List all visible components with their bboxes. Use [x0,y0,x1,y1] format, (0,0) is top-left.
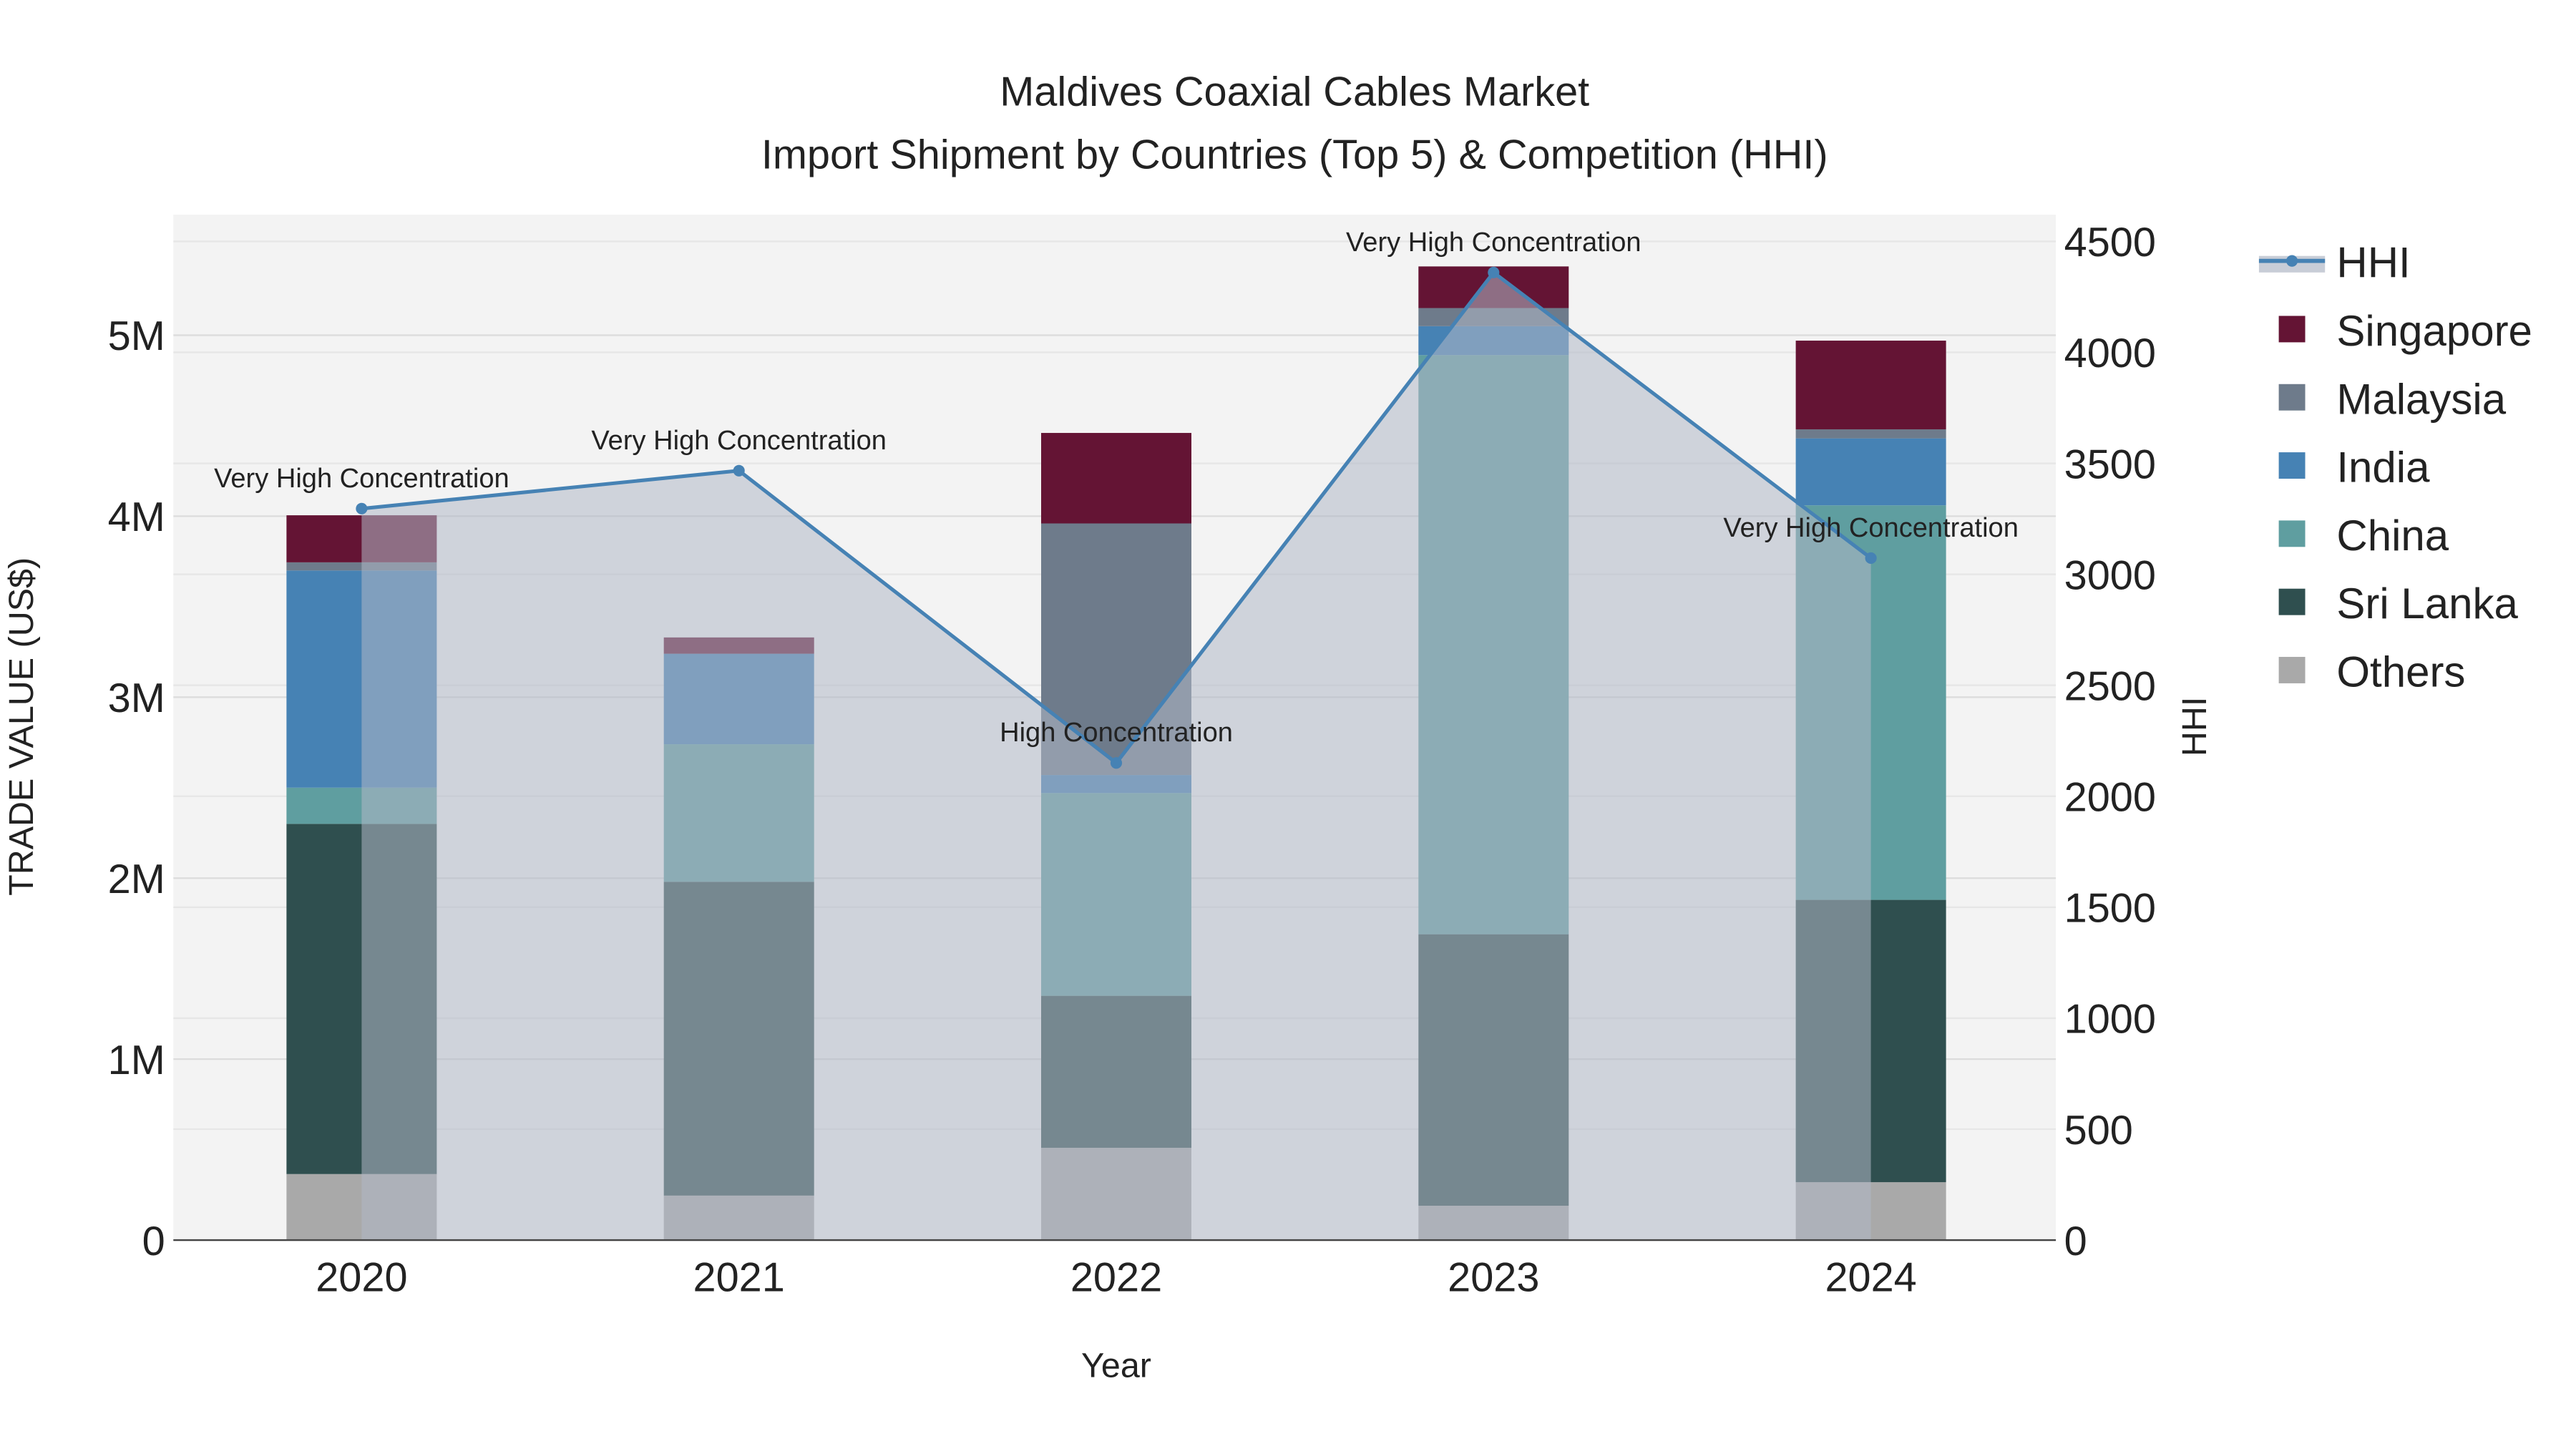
legend-label: China [2336,512,2449,560]
legend-swatch-china [2278,520,2306,547]
chart-subtitle: Import Shipment by Countries (Top 5) & C… [761,132,1828,177]
legend-hhi-marker [2286,255,2298,267]
x-axis-label: Year [1081,1347,1151,1385]
hhi-point [1488,266,1500,278]
legend-label: India [2336,444,2430,492]
legend-swatch-singapore [2278,316,2306,343]
y2-tick-label: 500 [2064,1108,2133,1153]
chart-title: Maldives Coaxial Cables Market [1000,69,1589,115]
y2-axis-label: HHI [2175,697,2214,756]
y-tick-label: 0 [142,1219,165,1264]
legend-label: Malaysia [2336,375,2506,423]
hhi-series: Very High Concentration Very High Concent… [214,228,2019,1241]
hhi-annotation: Very High Concentration [591,426,887,456]
y-tick-label: 1M [108,1038,165,1083]
bar-singapore [1041,433,1191,524]
legend-swatch-others [2278,657,2306,683]
hhi-point [733,464,745,477]
y2-tick-label: 3000 [2064,552,2156,598]
y2-tick-label: 2500 [2064,663,2156,709]
x-tick-label: 2021 [693,1255,785,1301]
y-tick-label: 5M [108,313,165,359]
legend-label: Others [2336,648,2465,696]
hhi-annotation: Very High Concentration [214,464,509,494]
x-tick-label: 2024 [1825,1255,1916,1301]
y2-tick-label: 1500 [2064,886,2156,932]
y-tick-label: 3M [108,675,165,721]
legend-swatch-india [2278,452,2306,479]
hhi-point [356,502,368,514]
y2-tick-label: 0 [2064,1219,2087,1264]
hhi-point [1865,552,1877,565]
y-tick-label: 4M [108,494,165,540]
y2-axis-ticks: 0 500 1000 1500 2000 2500 3000 3500 4000 4500 [2064,220,2156,1264]
x-axis-ticks: 2020 2021 2022 2023 2024 [316,1255,1917,1301]
y-axis-ticks: 0 1M 2M 3M 4M 5M [108,313,165,1264]
hhi-annotation: High Concentration [1000,718,1233,748]
hhi-area [361,272,1871,1241]
y2-tick-label: 2000 [2064,775,2156,821]
y2-tick-label: 4500 [2064,220,2156,265]
y2-tick-label: 1000 [2064,997,2156,1043]
hhi-annotation: Very High Concentration [1346,228,1641,258]
bar-singapore [1795,341,1946,429]
legend-swatch-malaysia [2278,384,2306,411]
y2-tick-label: 3500 [2064,441,2156,487]
bar-malaysia [1795,429,1946,439]
legend: HHI Singapore Malaysia India China Sri Lanka O… [2258,239,2532,696]
legend-label: Singapore [2336,307,2532,355]
x-tick-label: 2023 [1448,1255,1539,1301]
y-tick-label: 2M [108,857,165,902]
x-tick-label: 2022 [1070,1255,1162,1301]
hhi-point [1110,757,1123,769]
x-tick-label: 2020 [316,1255,407,1301]
y2-tick-label: 4000 [2064,331,2156,376]
y-axis-label: TRADE VALUE (US$) [2,557,41,896]
legend-swatch-sri-lanka [2278,588,2306,615]
legend-label: Sri Lanka [2336,580,2518,628]
bar-india [1795,438,1946,506]
hhi-annotation: Very High Concentration [1723,513,2019,543]
legend-label: HHI [2336,239,2410,287]
